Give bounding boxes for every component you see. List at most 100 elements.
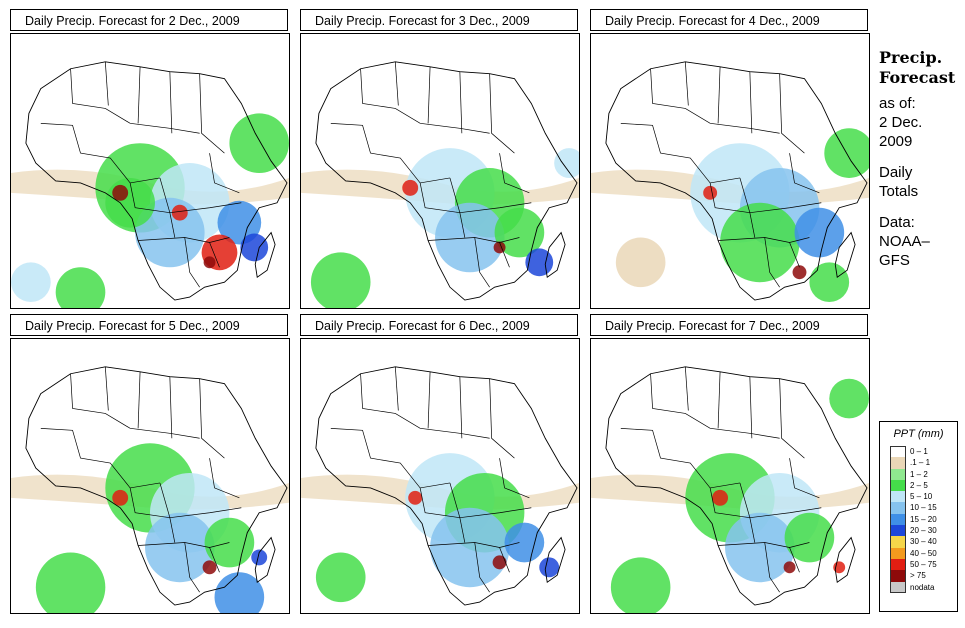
africa-map-svg xyxy=(301,366,579,606)
country-border xyxy=(40,428,160,489)
country-border xyxy=(459,71,463,134)
legend-label: 10 – 15 xyxy=(910,503,937,513)
country-border xyxy=(789,458,820,499)
country-border xyxy=(169,71,173,134)
legend-row: 1 – 2 xyxy=(890,468,957,480)
country-border xyxy=(330,428,450,489)
country-border xyxy=(209,242,220,268)
legend-row: 50 – 75 xyxy=(890,558,957,571)
precip-map xyxy=(300,33,580,309)
legend-swatch xyxy=(890,547,906,559)
africa-map-svg xyxy=(301,61,579,308)
country-border xyxy=(209,153,240,194)
legend-swatch xyxy=(890,570,906,582)
precip-blob xyxy=(783,561,796,574)
country-border xyxy=(474,542,490,593)
legend-swatch xyxy=(890,558,906,571)
precip-blob xyxy=(112,184,129,201)
precip-blob xyxy=(554,148,579,178)
legend-title: PPT (mm) xyxy=(893,428,944,440)
madagascar-outline xyxy=(254,536,276,584)
country-border xyxy=(199,378,225,459)
country-border xyxy=(650,68,780,134)
country-border xyxy=(764,237,780,288)
country-border xyxy=(104,366,109,411)
precip-blob xyxy=(712,489,729,506)
country-border xyxy=(684,366,689,411)
country-border xyxy=(717,371,721,429)
country-border xyxy=(459,212,466,238)
legend-row: 2 – 5 xyxy=(890,479,957,492)
precip-map xyxy=(10,33,290,309)
asof-line1: as of: xyxy=(879,95,916,112)
legend-label: > 75 xyxy=(910,571,926,581)
legend-swatch xyxy=(890,491,906,503)
country-border xyxy=(137,371,141,429)
legend-swatch xyxy=(890,536,906,548)
panel-title: Daily Precip. Forecast for 3 Dec., 2009 xyxy=(300,9,578,31)
country-border xyxy=(449,177,461,213)
legend-label: 2 – 5 xyxy=(910,480,928,490)
legend-row: 40 – 50 xyxy=(890,547,957,559)
legend-row: 5 – 10 xyxy=(890,491,957,503)
country-border xyxy=(620,428,740,489)
legend-row: 10 – 15 xyxy=(890,502,957,514)
precip-blob xyxy=(504,522,545,563)
panel-title: Daily Precip. Forecast for 6 Dec., 2009 xyxy=(300,314,578,336)
country-border xyxy=(428,237,520,243)
country-border xyxy=(459,376,463,439)
panel-title: Daily Precip. Forecast for 2 Dec., 2009 xyxy=(10,9,288,31)
country-border xyxy=(360,68,490,134)
madagascar-outline xyxy=(544,536,566,584)
asof-line3: 2009 xyxy=(879,133,913,150)
precip-map xyxy=(590,338,870,614)
precip-blob xyxy=(833,561,846,574)
coastline xyxy=(25,61,288,301)
africa-map-svg xyxy=(591,61,869,303)
country-border xyxy=(330,123,450,184)
legend-label: 5 – 10 xyxy=(910,492,933,502)
legend-label: 15 – 20 xyxy=(910,514,937,524)
country-border xyxy=(764,542,780,593)
legend-row: 0 – 1 xyxy=(890,446,957,458)
country-border xyxy=(650,373,780,439)
country-border xyxy=(718,542,810,548)
asof-line2: 2 Dec. xyxy=(879,114,923,131)
precip-blob xyxy=(494,207,545,258)
country-border xyxy=(70,373,200,439)
country-border xyxy=(459,517,466,543)
precip-blob xyxy=(615,237,666,288)
country-border xyxy=(620,123,740,184)
precip-map xyxy=(10,338,290,614)
madagascar-outline xyxy=(834,231,856,279)
side-heading-line2: Forecast xyxy=(879,68,956,87)
data-line2: NOAA– xyxy=(879,233,930,250)
precip-blob xyxy=(829,378,869,419)
country-border xyxy=(40,123,160,184)
precip-blob xyxy=(492,555,507,570)
country-border xyxy=(360,373,490,439)
country-border xyxy=(739,177,751,213)
country-border xyxy=(138,542,230,548)
legend-label: 1 – 2 xyxy=(910,469,928,479)
country-border xyxy=(184,542,200,593)
precip-blob xyxy=(202,560,217,575)
country-border xyxy=(489,378,515,459)
country-border xyxy=(499,242,510,268)
country-border xyxy=(159,482,171,518)
precip-blob xyxy=(214,572,265,613)
country-border xyxy=(489,73,515,154)
africa-map-svg xyxy=(11,61,289,308)
country-border xyxy=(169,212,176,238)
country-border xyxy=(209,547,220,573)
legend-swatch xyxy=(890,502,906,514)
coastline xyxy=(605,61,868,301)
precip-blob xyxy=(11,262,51,303)
legend-row: 20 – 30 xyxy=(890,525,957,537)
legend-label: .1 – 1 xyxy=(910,458,931,468)
madagascar-outline xyxy=(834,536,856,584)
country-border xyxy=(789,242,800,268)
panel-title: Daily Precip. Forecast for 4 Dec., 2009 xyxy=(590,9,868,31)
precip-blob xyxy=(105,177,155,228)
